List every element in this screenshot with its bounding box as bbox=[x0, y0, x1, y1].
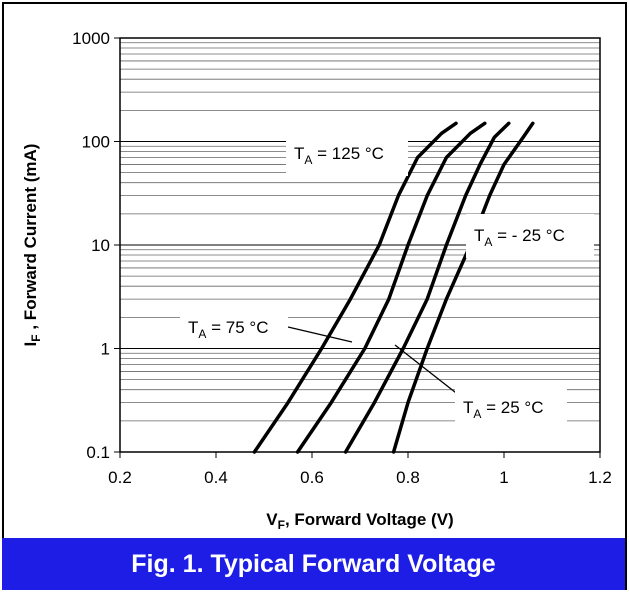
annotation-leader bbox=[394, 344, 461, 397]
y-tick-label: 1 bbox=[101, 340, 110, 359]
annotation-box bbox=[180, 306, 288, 348]
x-tick-label: 1.2 bbox=[588, 468, 612, 487]
annotation-box bbox=[466, 214, 594, 258]
x-tick-label: 0.4 bbox=[204, 468, 228, 487]
y-tick-label: 10 bbox=[91, 236, 110, 255]
annotation-box bbox=[286, 132, 408, 176]
annotation-label: TA = - 25 °C bbox=[474, 226, 565, 249]
ticks-layer: 0.2 0.4 0.6 0.8 1 1.2 0.1 1 10 100 1000 bbox=[72, 29, 612, 487]
y-tick-label: 1000 bbox=[72, 29, 110, 48]
annotation-leader bbox=[287, 326, 353, 343]
x-tick-label: 0.2 bbox=[108, 468, 132, 487]
annotation-label: TA = 75 °C bbox=[188, 318, 269, 341]
annotation-label: TA = 25 °C bbox=[463, 398, 544, 421]
series-curve bbox=[295, 121, 487, 454]
x-tick-label: 0.8 bbox=[396, 468, 420, 487]
x-tick-label: 0.6 bbox=[300, 468, 324, 487]
y-tick-label: 0.1 bbox=[86, 443, 110, 462]
annotation-box bbox=[455, 386, 567, 428]
y-axis-title: IF , Forward Current (mA) bbox=[21, 144, 43, 347]
annotation-label: TA = 125 °C bbox=[294, 144, 384, 167]
series-curve bbox=[252, 121, 458, 454]
x-axis-title: VF, Forward Voltage (V) bbox=[266, 510, 453, 532]
annotations-layer: TA = 125 °C TA = - 25 °C TA = 75 °C TA = 25… bbox=[180, 132, 594, 428]
y-tick-label: 100 bbox=[82, 133, 110, 152]
x-tick-label: 1 bbox=[499, 468, 508, 487]
figure-caption: Fig. 1. Typical Forward Voltage bbox=[2, 538, 625, 590]
curves-layer bbox=[252, 121, 535, 454]
series-curve bbox=[343, 121, 511, 454]
